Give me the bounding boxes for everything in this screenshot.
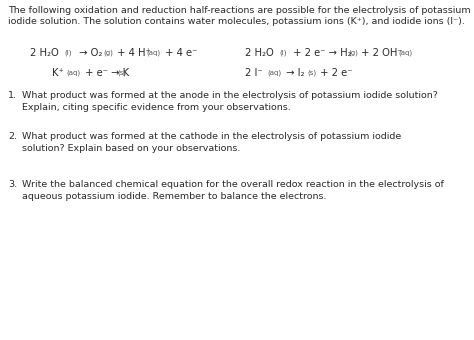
- Text: (aq): (aq): [267, 69, 281, 76]
- Text: 2 H₂O: 2 H₂O: [245, 48, 274, 58]
- Text: solution? Explain based on your observations.: solution? Explain based on your observat…: [22, 144, 240, 153]
- Text: (l): (l): [279, 50, 286, 56]
- Text: 2.: 2.: [8, 132, 17, 141]
- Text: + e⁻ → K: + e⁻ → K: [82, 68, 129, 78]
- Text: What product was formed at the anode in the electrolysis of potassium iodide sol: What product was formed at the anode in …: [22, 91, 438, 100]
- Text: (aq): (aq): [398, 50, 412, 56]
- Text: (s): (s): [307, 69, 316, 76]
- Text: 2 I⁻: 2 I⁻: [245, 68, 263, 78]
- Text: Explain, citing specific evidence from your observations.: Explain, citing specific evidence from y…: [22, 103, 291, 112]
- Text: → I₂: → I₂: [283, 68, 304, 78]
- Text: + 2 OH⁻: + 2 OH⁻: [358, 48, 402, 58]
- Text: + 4 e⁻: + 4 e⁻: [162, 48, 197, 58]
- Text: → O₂: → O₂: [76, 48, 102, 58]
- Text: aqueous potassium iodide. Remember to balance the electrons.: aqueous potassium iodide. Remember to ba…: [22, 192, 327, 201]
- Text: 3.: 3.: [8, 180, 17, 189]
- Text: + 2 e⁻: + 2 e⁻: [317, 68, 353, 78]
- Text: (g): (g): [348, 50, 358, 56]
- Text: + 4 H⁺: + 4 H⁺: [114, 48, 151, 58]
- Text: iodide solution. The solution contains water molecules, potassium ions (K⁺), and: iodide solution. The solution contains w…: [8, 17, 465, 26]
- Text: 2 H₂O: 2 H₂O: [30, 48, 59, 58]
- Text: (aq): (aq): [66, 69, 80, 76]
- Text: (s): (s): [117, 69, 126, 76]
- Text: 1.: 1.: [8, 91, 17, 100]
- Text: (g): (g): [103, 50, 113, 56]
- Text: (l): (l): [64, 50, 72, 56]
- Text: K⁺: K⁺: [52, 68, 64, 78]
- Text: Write the balanced chemical equation for the overall redox reaction in the elect: Write the balanced chemical equation for…: [22, 180, 444, 189]
- Text: (aq): (aq): [146, 50, 160, 56]
- Text: What product was formed at the cathode in the electrolysis of potassium iodide: What product was formed at the cathode i…: [22, 132, 401, 141]
- Text: The following oxidation and reduction half-reactions are possible for the electr: The following oxidation and reduction ha…: [8, 6, 471, 15]
- Text: + 2 e⁻ → H₂: + 2 e⁻ → H₂: [290, 48, 352, 58]
